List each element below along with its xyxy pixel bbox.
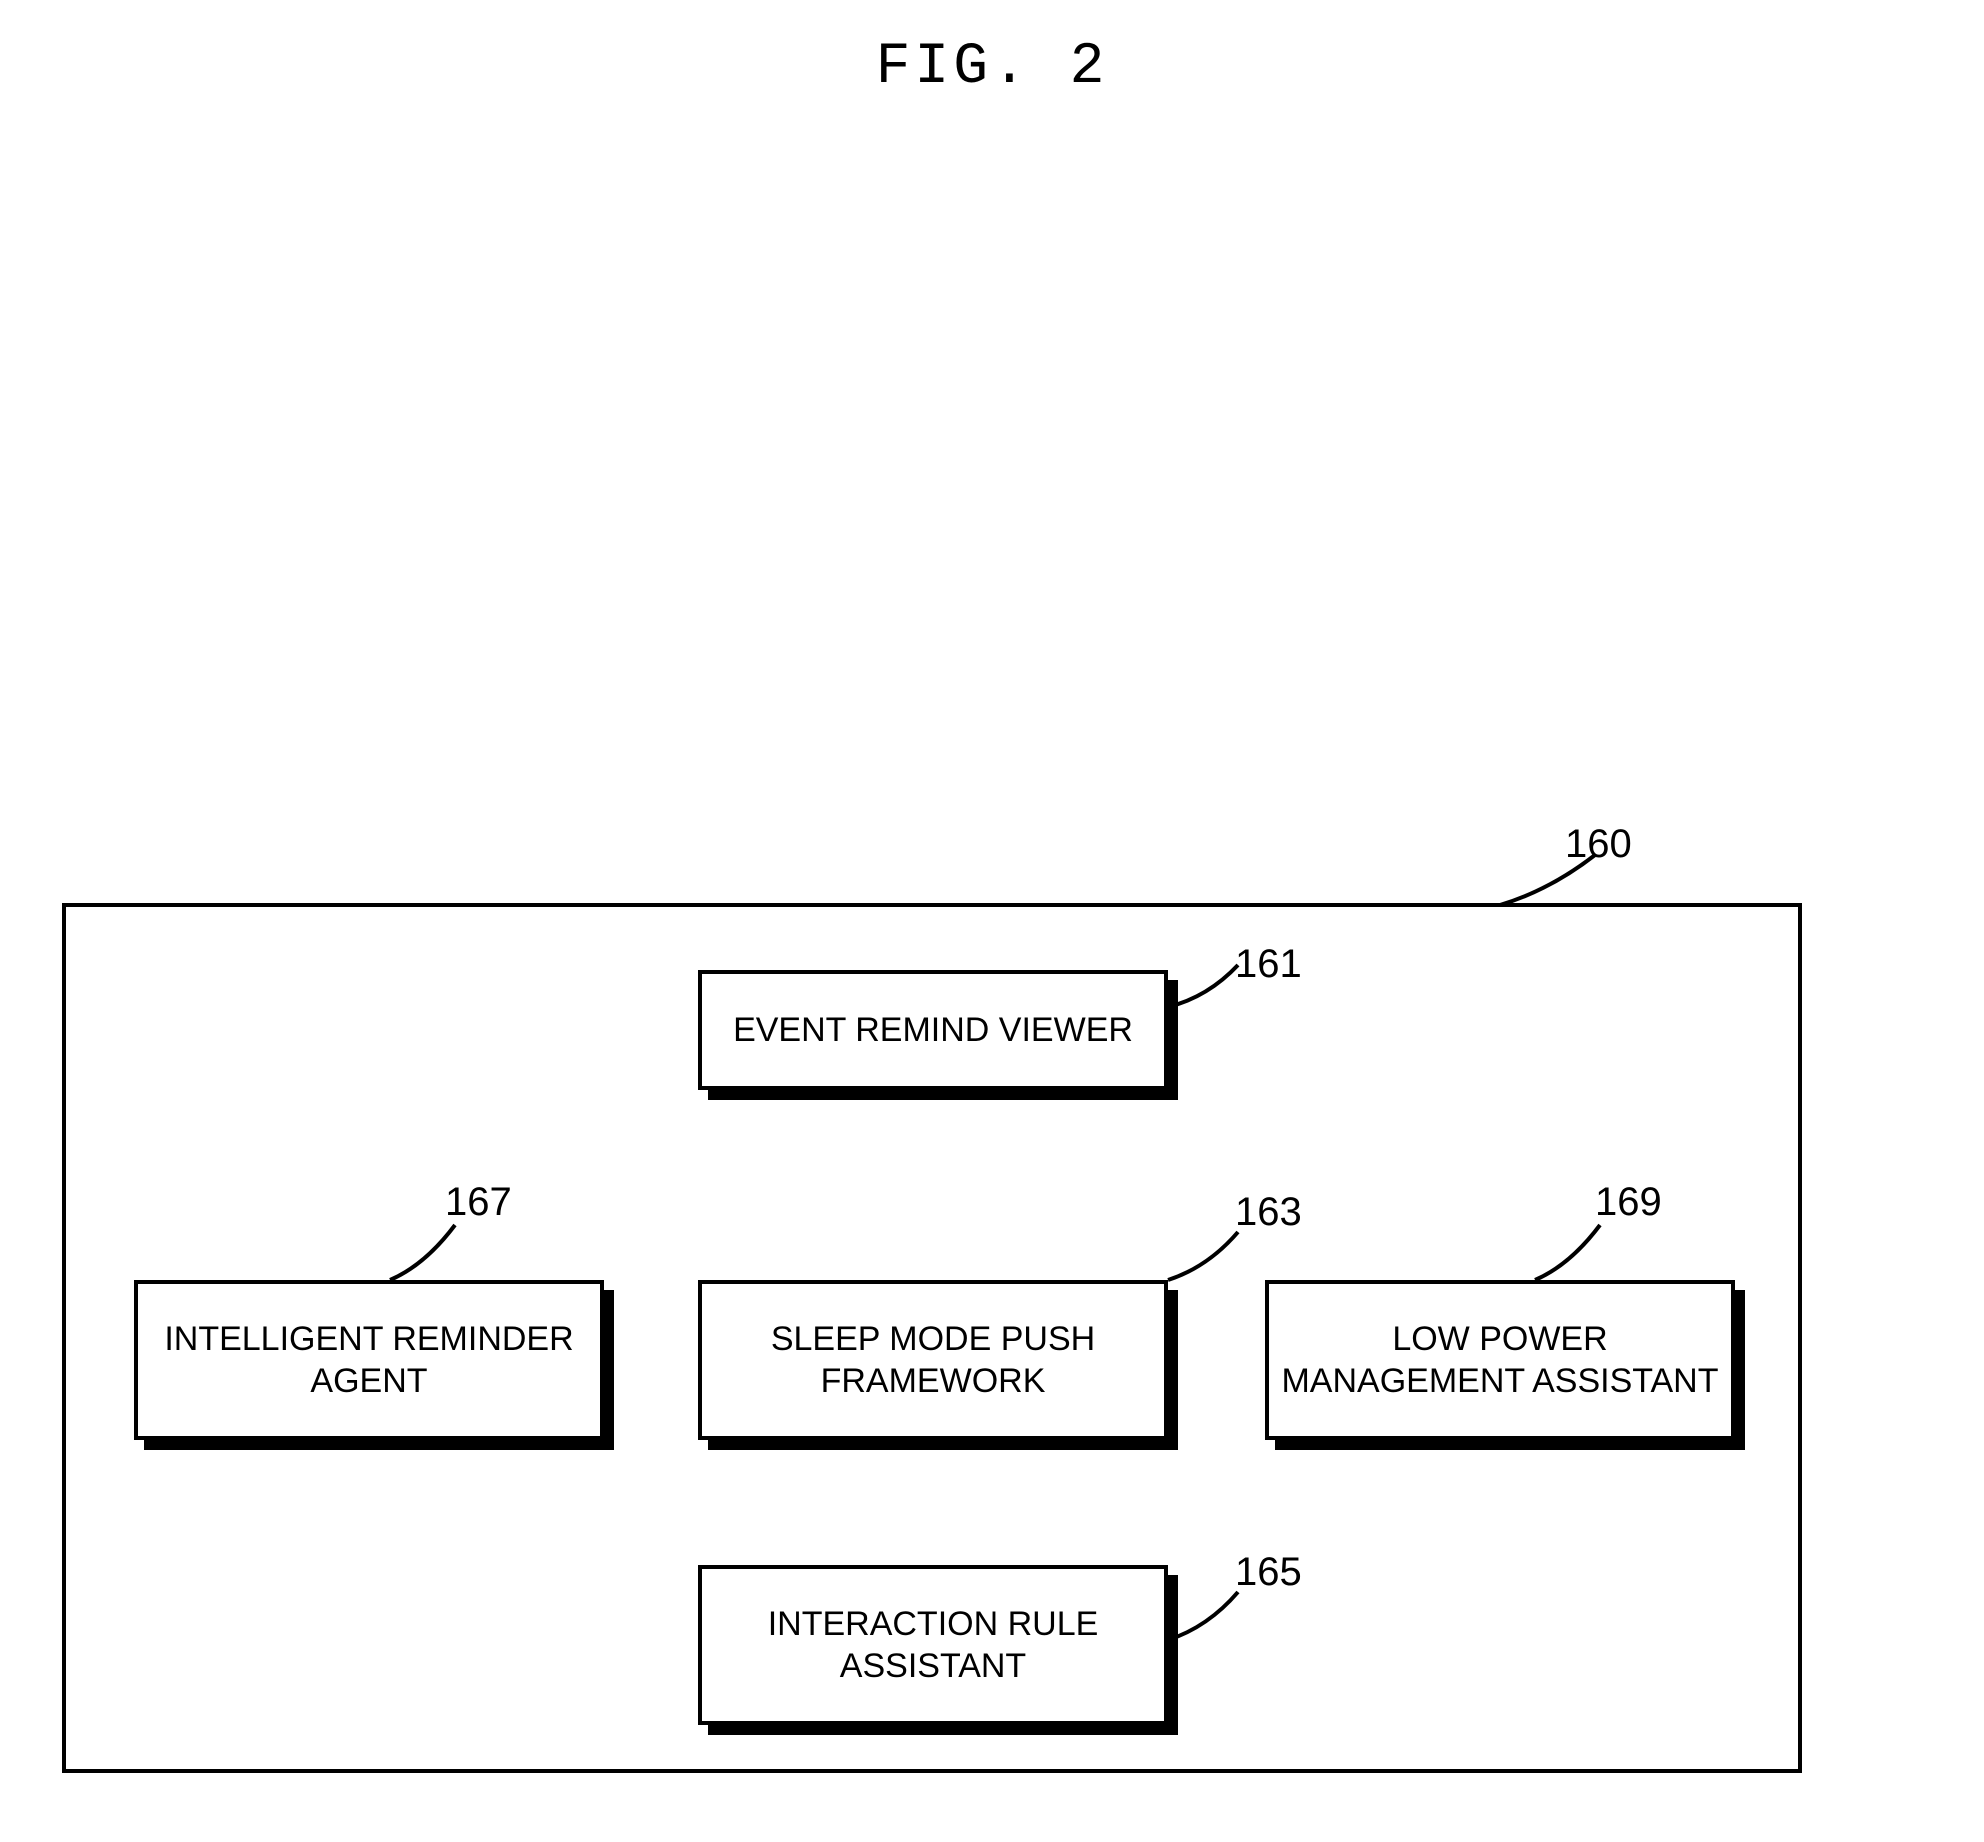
block-label: SLEEP MODE PUSHFRAMEWORK: [698, 1280, 1168, 1440]
ref-label-161: 161: [1235, 942, 1302, 987]
ref-label-163: 163: [1235, 1190, 1302, 1235]
block-label: INTELLIGENT REMINDERAGENT: [134, 1280, 604, 1440]
ref-label-167: 167: [445, 1180, 512, 1225]
block-label: INTERACTION RULEASSISTANT: [698, 1565, 1168, 1725]
block-intelligent-reminder-agent: INTELLIGENT REMINDERAGENT: [134, 1280, 604, 1440]
figure-title: FIG. 2: [876, 35, 1109, 100]
block-label: EVENT REMIND VIEWER: [698, 970, 1168, 1090]
ref-label-160: 160: [1565, 822, 1632, 867]
block-label: LOW POWERMANAGEMENT ASSISTANT: [1265, 1280, 1735, 1440]
figure-canvas: FIG. 2 160 EVENT REMIND VIEWER 161 INTELLI…: [0, 0, 1984, 1842]
block-low-power-management-assistant: LOW POWERMANAGEMENT ASSISTANT: [1265, 1280, 1735, 1440]
block-sleep-mode-push-framework: SLEEP MODE PUSHFRAMEWORK: [698, 1280, 1168, 1440]
block-interaction-rule-assistant: INTERACTION RULEASSISTANT: [698, 1565, 1168, 1725]
ref-label-169: 169: [1595, 1180, 1662, 1225]
block-event-remind-viewer: EVENT REMIND VIEWER: [698, 970, 1168, 1090]
ref-label-165: 165: [1235, 1550, 1302, 1595]
